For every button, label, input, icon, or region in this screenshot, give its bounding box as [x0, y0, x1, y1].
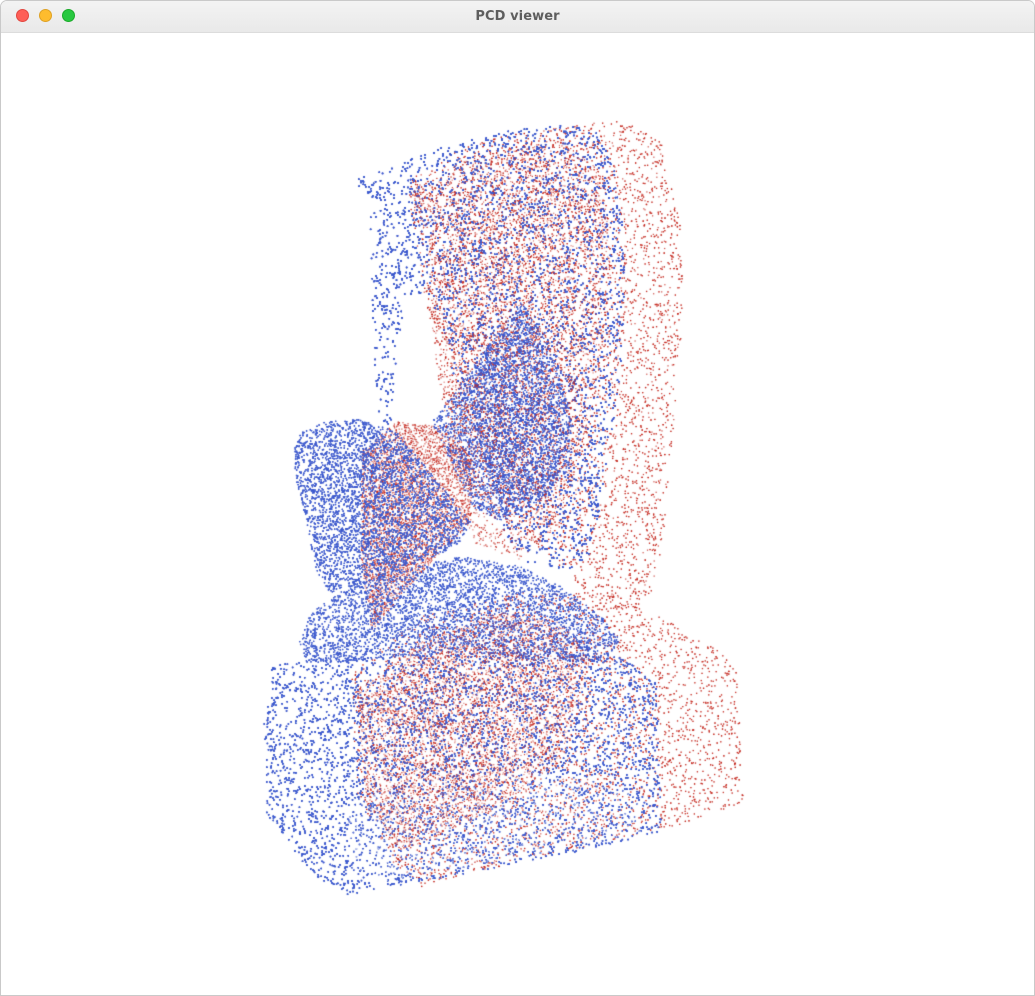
window-title: PCD viewer: [475, 9, 560, 24]
minimize-button[interactable]: [39, 9, 52, 22]
maximize-button[interactable]: [62, 9, 75, 22]
point-cloud-viewport[interactable]: [1, 33, 1034, 995]
point-cloud-canvas[interactable]: [1, 33, 1034, 995]
title-bar[interactable]: PCD viewer: [1, 1, 1034, 33]
close-button[interactable]: [16, 9, 29, 22]
